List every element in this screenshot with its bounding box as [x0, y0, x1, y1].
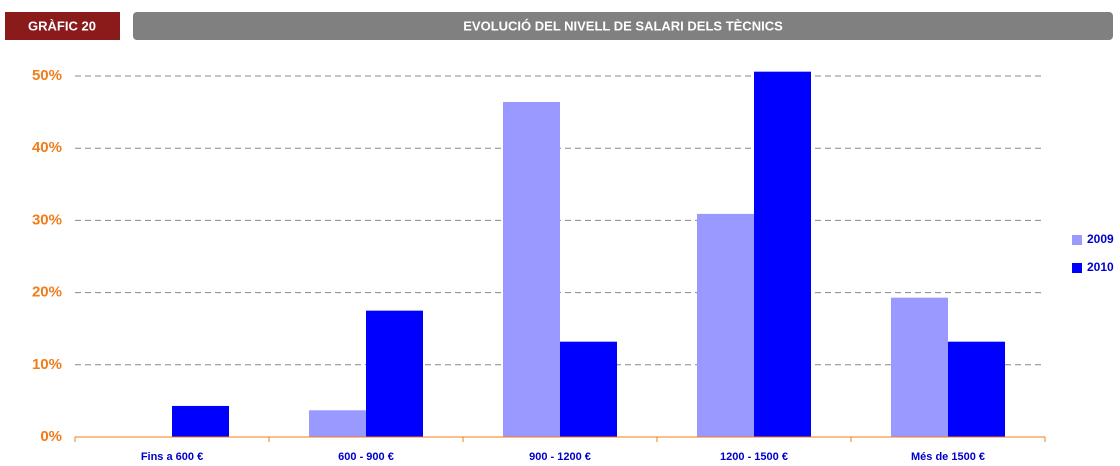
legend-label: 2009 — [1087, 232, 1114, 246]
x-tick-label: 900 - 1200 € — [529, 451, 591, 463]
bar — [366, 310, 423, 437]
y-tick-label: 50% — [32, 67, 62, 84]
legend-swatch — [1072, 235, 1082, 245]
y-tick-label: 0% — [40, 428, 62, 445]
bar — [172, 405, 229, 437]
bar — [754, 71, 811, 437]
title-bar — [133, 12, 1113, 40]
legend-swatch — [1072, 263, 1082, 273]
bar — [309, 410, 366, 437]
y-tick-label: 20% — [32, 284, 62, 301]
y-tick-label: 10% — [32, 356, 62, 373]
y-tick-label: 40% — [32, 139, 62, 156]
y-tick-label: 30% — [32, 211, 62, 228]
bar — [503, 101, 560, 437]
bar — [560, 341, 617, 437]
bar — [891, 297, 948, 437]
badge-bg — [5, 12, 120, 40]
x-tick-label: 600 - 900 € — [338, 451, 394, 463]
x-tick-label: 1200 - 1500 € — [720, 451, 788, 463]
bar — [697, 213, 754, 437]
x-tick-label: Fins a 600 € — [141, 451, 203, 463]
chart-title: EVOLUCIÓ DEL NIVELL DE SALARI DELS TÈCNI… — [463, 18, 783, 33]
x-tick-label: Més de 1500 € — [911, 451, 985, 463]
bar — [948, 341, 1005, 437]
legend-label: 2010 — [1087, 260, 1114, 274]
badge: GRÀFIC 20 — [28, 18, 96, 33]
